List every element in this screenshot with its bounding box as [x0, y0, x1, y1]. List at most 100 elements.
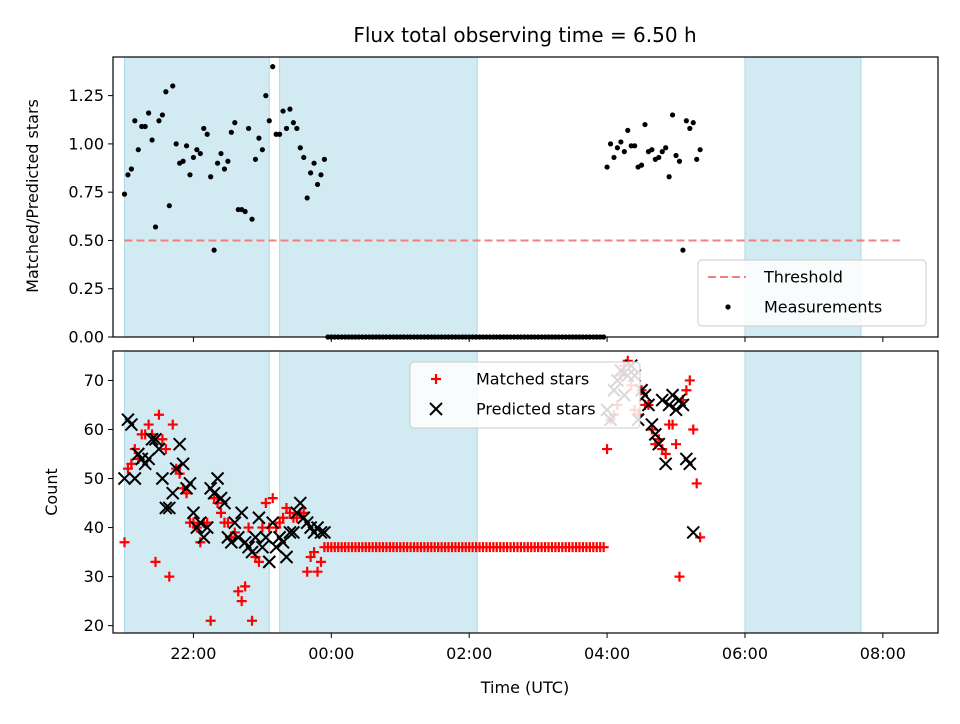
point-ratio-s0-153: [649, 147, 655, 153]
point-count-s1-10: [152, 442, 166, 456]
point-ratio-s0-41: [263, 93, 269, 99]
point-count-s1-47: [279, 550, 294, 564]
point-count-s0-3: [129, 444, 140, 455]
point-count-s1-27: [210, 471, 225, 486]
point-ratio-s0-155: [656, 154, 662, 161]
point-ratio-s0-50: [294, 125, 300, 132]
point-count-s0-35: [240, 581, 251, 592]
point-ratio-s0-6: [142, 123, 148, 130]
point-ratio-s0-164: [687, 125, 693, 132]
x-tick-label-2: 02:00: [446, 644, 492, 663]
legend-count: [409, 361, 641, 429]
point-ratio-s0-3: [132, 118, 138, 124]
point-count-s0-160: [671, 439, 682, 450]
point-count-s0-36: [243, 522, 254, 533]
point-ratio-s0-7: [146, 110, 152, 116]
point-ratio-s0-17: [180, 158, 186, 164]
point-count-s0-39: [253, 556, 264, 567]
point-ratio-s0-143: [614, 145, 621, 151]
point-count-s1-42: [262, 555, 276, 569]
point-count-s0-8: [147, 429, 158, 440]
observing-window-count-0: [123, 350, 270, 634]
point-ratio-s0-27: [214, 160, 221, 166]
point-ratio-s0-51: [297, 145, 303, 151]
point-count-s0-55: [309, 547, 320, 558]
point-ratio-s0-19: [187, 172, 193, 178]
point-count-s0-43: [267, 493, 278, 504]
point-count-s1-48: [283, 525, 297, 540]
point-count-s0-165: [688, 424, 699, 435]
y-tick-label-count-4: 60: [84, 420, 104, 439]
point-ratio-s0-26: [211, 247, 217, 253]
y-tick-label-ratio-3: 0.75: [68, 183, 104, 202]
point-ratio-s0-9: [152, 224, 159, 230]
point-count-s1-31: [224, 535, 239, 549]
point-count-s1-43: [266, 515, 280, 530]
point-count-s0-9: [150, 556, 161, 567]
point-count-s0-27: [212, 498, 223, 509]
point-ratio-s0-47: [283, 125, 290, 132]
point-count-s1-74: [652, 437, 666, 451]
point-ratio-s0-35: [242, 208, 248, 215]
point-count-s0-163: [681, 385, 692, 396]
legend-marker-ratio-1: [725, 304, 731, 310]
point-count-s0-164: [684, 375, 695, 386]
point-ratio-s0-0: [121, 191, 128, 197]
point-count-s1-0: [117, 471, 132, 486]
point-ratio-s0-159: [669, 112, 676, 118]
point-ratio-s0-14: [170, 83, 176, 89]
y-axis-label-ratio: Matched/Predicted stars: [23, 99, 42, 293]
point-count-s0-53: [302, 566, 313, 577]
point-count-s1-8: [145, 432, 159, 446]
point-count-s1-9: [148, 432, 163, 446]
point-count-s1-75: [655, 393, 669, 407]
point-count-s1-57: [314, 525, 328, 540]
point-count-s1-23: [197, 530, 211, 545]
point-count-s0-14: [167, 419, 178, 430]
point-count-s1-38: [248, 530, 263, 545]
chart-title: Flux total observing time = 6.50 h: [353, 23, 696, 47]
point-ratio-s0-150: [638, 162, 645, 168]
legend-marker-count-1: [429, 402, 443, 416]
point-count-s1-84: [686, 525, 700, 540]
x-tick-label-5: 08:00: [860, 644, 906, 663]
point-ratio-s0-160: [673, 152, 679, 159]
point-count-s1-17: [176, 457, 190, 471]
point-ratio-s0-22: [197, 150, 203, 157]
point-ratio-s0-54: [308, 170, 314, 176]
point-count-s0-25: [205, 615, 216, 626]
point-ratio-s0-8: [149, 137, 155, 143]
point-ratio-s0-20: [190, 154, 197, 161]
point-count-s1-46: [276, 535, 290, 549]
point-ratio-s0-24: [204, 131, 210, 137]
point-ratio-s0-46: [280, 108, 286, 114]
point-ratio-s0-49: [290, 120, 296, 126]
point-ratio-s0-163: [683, 118, 689, 124]
y-tick-label-ratio-0: 0.00: [68, 328, 104, 347]
point-count-s0-7: [143, 419, 154, 430]
point-ratio-s0-23: [201, 125, 207, 132]
point-count-s1-58: [317, 525, 332, 540]
point-ratio-s0-48: [287, 106, 293, 112]
point-ratio-s0-141: [607, 141, 614, 147]
point-ratio-s0-30: [225, 158, 231, 164]
point-count-s0-155: [653, 434, 664, 445]
point-count-s0-10: [153, 409, 164, 420]
axes-frame-count: [112, 350, 939, 634]
y-tick-label-count-5: 70: [84, 371, 104, 390]
point-ratio-s0-167: [697, 147, 703, 153]
legend-label-ratio-0: Threshold: [763, 268, 843, 287]
point-count-s0-24: [202, 517, 213, 528]
point-count-s0-153: [646, 424, 657, 435]
point-count-s0-159: [667, 419, 678, 430]
point-ratio-s0-145: [621, 149, 627, 155]
point-count-s0-33: [233, 586, 244, 597]
point-count-s1-70: [638, 388, 652, 402]
point-count-s0-13: [164, 571, 175, 582]
point-ratio-s0-55: [311, 160, 317, 166]
point-count-s0-157: [660, 448, 671, 459]
y-tick-label-count-2: 40: [84, 518, 104, 537]
point-ratio-s0-52: [301, 154, 307, 161]
point-ratio-s0-12: [163, 89, 169, 95]
point-count-s1-15: [169, 461, 183, 476]
